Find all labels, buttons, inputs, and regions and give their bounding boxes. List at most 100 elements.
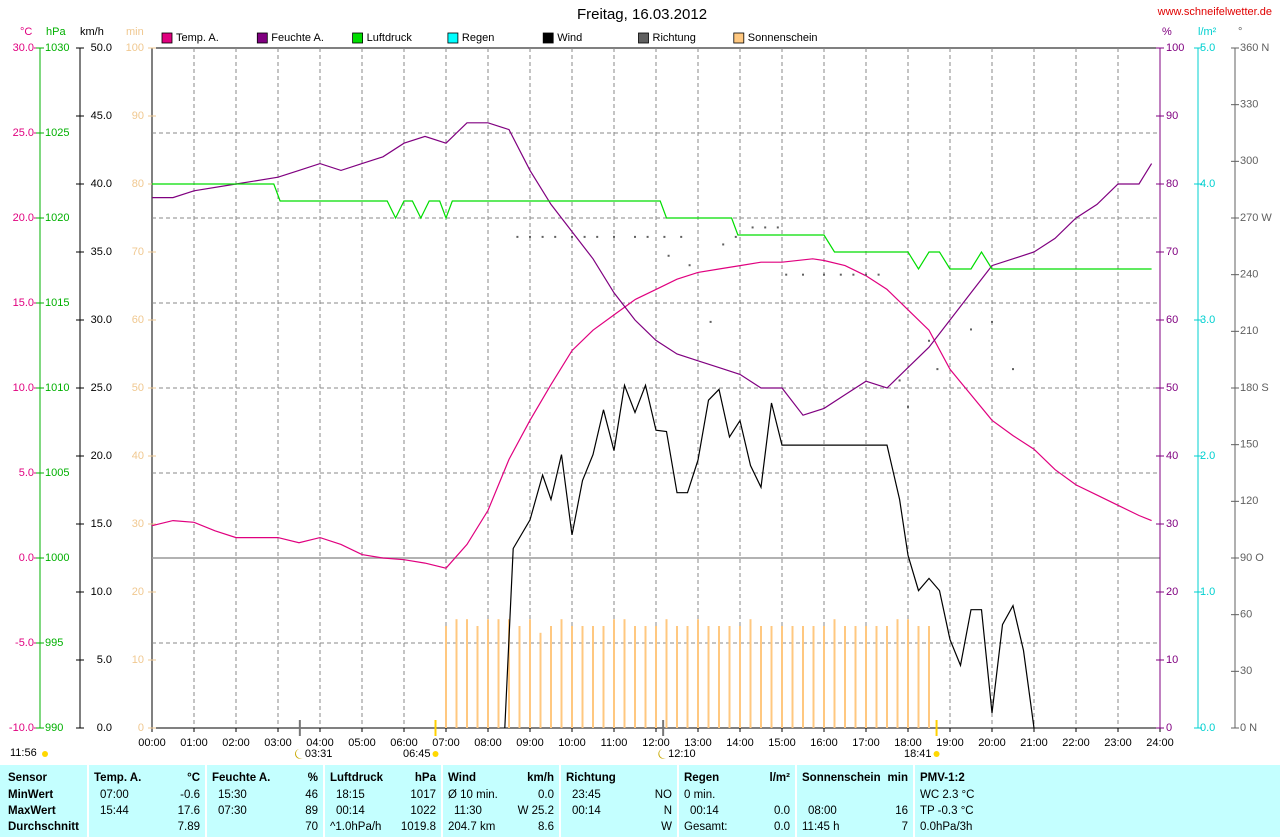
sunshine-bar <box>760 626 762 728</box>
direction-point <box>785 273 788 276</box>
table-cell: 0.0hPa/3h <box>920 821 972 833</box>
table-cell: 1019.8 <box>401 821 436 833</box>
table-cell: N <box>664 805 672 817</box>
y-tick-label: 40 <box>132 450 144 462</box>
series-line <box>152 122 1153 416</box>
event-label: 06:45 <box>403 748 431 760</box>
y-tick-label: 150 <box>1240 439 1258 451</box>
x-tick-label: 00:00 <box>138 737 166 749</box>
x-tick-label: 18:00 <box>894 737 922 749</box>
y-tick-label: 2.0 <box>1200 450 1215 462</box>
legend-swatch <box>161 32 173 44</box>
table-unit: °C <box>187 772 200 784</box>
table-cell: ^1.0hPa/h <box>330 821 381 833</box>
table-cell: -0.6 <box>180 789 200 801</box>
table-unit: min <box>888 772 908 784</box>
y-tick-label: 80 <box>132 178 144 190</box>
table-header: Wind <box>448 772 476 784</box>
y-tick-label: 20.0 <box>13 212 34 224</box>
x-tick-label: 07:00 <box>432 737 460 749</box>
direction-point <box>970 328 972 331</box>
direction-point <box>936 368 939 371</box>
direction-point <box>877 273 880 276</box>
legend-swatch <box>352 32 364 44</box>
sunshine-bar <box>613 619 615 728</box>
y-tick-label: 90 O <box>1240 552 1264 564</box>
sunshine-bar <box>917 626 920 728</box>
y-tick-label: 1025 <box>45 127 69 139</box>
table-cell: 11:45 h <box>802 821 840 833</box>
x-tick-label: 17:00 <box>852 737 880 749</box>
table-header: Richtung <box>566 772 616 784</box>
x-tick-label: 06:00 <box>390 737 418 749</box>
sunshine-bar <box>571 626 573 728</box>
table-cell: 204.7 km <box>448 821 495 833</box>
y-tick-label: 80 <box>1166 178 1178 190</box>
sunshine-bar <box>791 626 794 728</box>
y-tick-label: 360 N <box>1240 42 1269 54</box>
sun-icon <box>42 751 48 757</box>
table-cell: 16 <box>895 805 908 817</box>
y-tick-label: 0 <box>138 722 144 734</box>
y-tick-label: 50.0 <box>91 42 112 54</box>
axis-unit: % <box>1162 26 1172 38</box>
table-cell: Gesamt: <box>684 821 727 833</box>
sunshine-bar <box>928 626 930 728</box>
sunshine-bar <box>466 619 468 728</box>
direction-point <box>928 339 930 342</box>
sunshine-bar <box>539 632 542 728</box>
sunshine-bar <box>487 619 489 728</box>
y-tick-label: 60 <box>132 314 144 326</box>
x-tick-label: 03:00 <box>264 737 292 749</box>
y-tick-label: 25.0 <box>13 127 34 139</box>
table-cell: 7.89 <box>178 821 200 833</box>
y-tick-label: -5.0 <box>15 637 34 649</box>
y-tick-label: 5.0 <box>97 654 112 666</box>
sunshine-bar <box>749 619 752 728</box>
table-header: Luftdruck <box>330 772 384 784</box>
y-tick-label: 60 <box>1166 314 1178 326</box>
day-length: 11:56 <box>10 747 37 759</box>
direction-point <box>583 235 586 238</box>
y-tick-label: 70 <box>132 246 144 258</box>
row-label: Durchschnitt <box>8 821 79 833</box>
direction-point <box>734 235 737 238</box>
sunshine-bar <box>886 626 888 728</box>
direction-point <box>1012 368 1014 371</box>
legend-swatch <box>733 32 745 44</box>
y-tick-label: 180 S <box>1240 382 1269 394</box>
legend-swatch <box>447 32 459 44</box>
y-tick-label: 60 <box>1240 609 1252 621</box>
table-header: PMV-1:2 <box>920 772 965 784</box>
y-tick-label: 1015 <box>45 297 69 309</box>
y-tick-label: 10.0 <box>91 586 112 598</box>
y-tick-label: 4.0 <box>1200 178 1215 190</box>
legend-label: Luftdruck <box>367 32 413 44</box>
sunshine-bar <box>602 626 605 728</box>
y-tick-label: 1010 <box>45 382 69 394</box>
series-line <box>504 383 1035 729</box>
x-tick-label: 15:00 <box>768 737 796 749</box>
table-cell: 17.6 <box>178 805 200 817</box>
table-cell: 15:30 <box>218 789 247 801</box>
legend-swatch <box>542 32 554 44</box>
table-cell: 46 <box>305 789 318 801</box>
y-tick-label: 3.0 <box>1200 314 1215 326</box>
sunshine-bar <box>581 626 584 728</box>
axis-unit: °C <box>20 26 32 38</box>
direction-point <box>823 273 825 276</box>
sunshine-bar <box>644 626 647 728</box>
y-tick-label: 90 <box>1166 110 1178 122</box>
x-tick-label: 23:00 <box>1104 737 1132 749</box>
table-cell: 0.0 <box>774 805 790 817</box>
y-tick-label: 25.0 <box>91 382 112 394</box>
table-cell: 89 <box>305 805 318 817</box>
source-link[interactable]: www.schneifelwetter.de <box>1157 6 1272 18</box>
table-cell: NO <box>655 789 672 801</box>
row-label: MinWert <box>8 789 53 801</box>
y-tick-label: 15.0 <box>91 518 112 530</box>
table-cell: 0.0 <box>774 821 790 833</box>
y-tick-label: 0.0 <box>19 552 34 564</box>
